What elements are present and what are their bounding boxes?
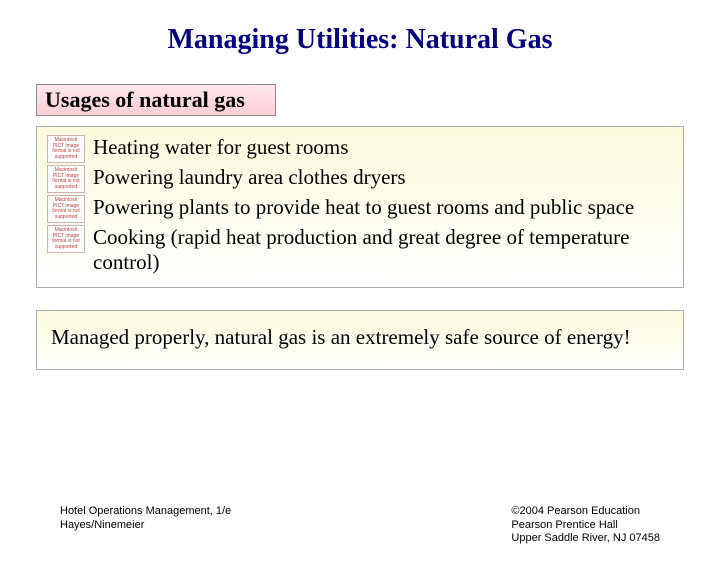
usages-box: Macintosh PICT image format is not suppo… [36,126,684,288]
pict-placeholder-icon: Macintosh PICT image format is not suppo… [47,195,85,223]
footer-authors: Hayes/Ninemeier [60,519,231,533]
bullet-text: Powering plants to provide heat to guest… [93,195,673,220]
footer-copyright: ©2004 Pearson Education [511,505,660,519]
footer-publisher: Pearson Prentice Hall [511,519,660,533]
footer-address: Upper Saddle River, NJ 07458 [511,532,660,546]
subtitle-box: Usages of natural gas [36,84,276,116]
bullet-text: Powering laundry area clothes dryers [93,165,673,190]
bullet-row: Macintosh PICT image format is not suppo… [47,195,673,223]
footer-book-title: Hotel Operations Management, 1/e [60,505,231,519]
pict-placeholder-icon: Macintosh PICT image format is not suppo… [47,135,85,163]
bullet-text: Cooking (rapid heat production and great… [93,225,673,275]
summary-text: Managed properly, natural gas is an extr… [51,325,669,350]
slide-title: Managing Utilities: Natural Gas [0,24,720,56]
bullet-row: Macintosh PICT image format is not suppo… [47,165,673,193]
bullet-text: Heating water for guest rooms [93,135,673,160]
bullet-row: Macintosh PICT image format is not suppo… [47,225,673,275]
summary-box: Managed properly, natural gas is an extr… [36,310,684,369]
bullet-row: Macintosh PICT image format is not suppo… [47,135,673,163]
pict-placeholder-icon: Macintosh PICT image format is not suppo… [47,165,85,193]
pict-placeholder-icon: Macintosh PICT image format is not suppo… [47,225,85,253]
